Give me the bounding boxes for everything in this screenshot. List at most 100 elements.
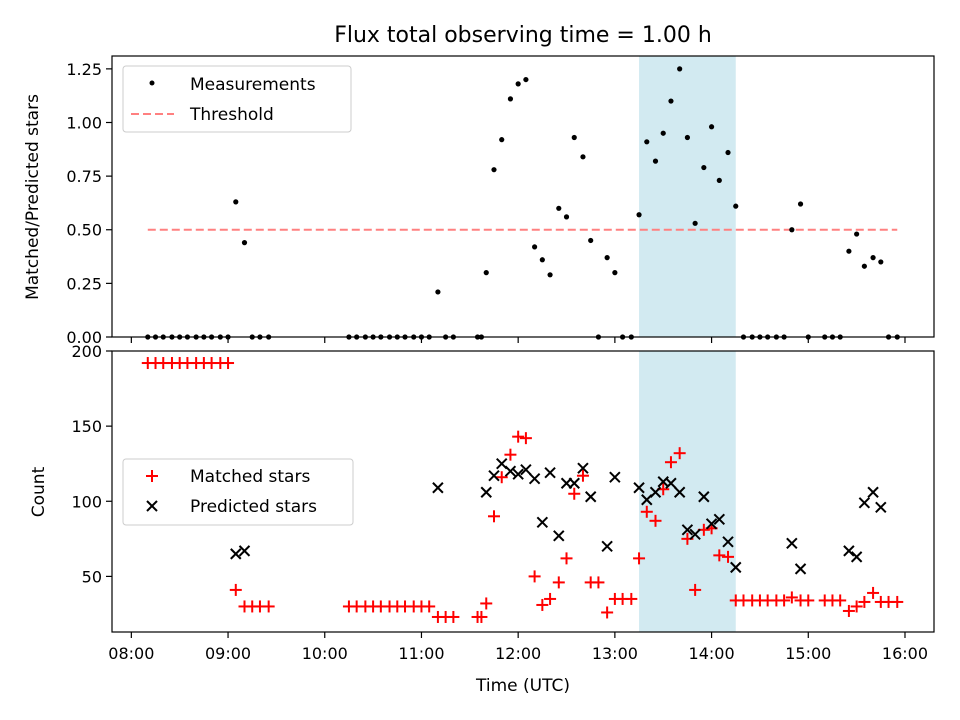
matched-star-point bbox=[504, 448, 517, 461]
measurement-point bbox=[854, 231, 860, 237]
measurement-point bbox=[684, 134, 691, 141]
matched-star-point bbox=[713, 549, 726, 562]
measurement-point bbox=[725, 149, 731, 156]
measurement-point bbox=[515, 81, 521, 87]
measurement-point bbox=[580, 154, 586, 160]
matched-star-point bbox=[262, 600, 275, 613]
x-tick-label: 13:00 bbox=[592, 644, 638, 663]
predicted-star-point bbox=[786, 537, 798, 550]
measurement-point bbox=[571, 134, 577, 141]
top-y-tick-label: 1.25 bbox=[66, 60, 102, 79]
predicted-star-point bbox=[794, 563, 807, 575]
measurement-point bbox=[612, 270, 618, 276]
matched-star-point bbox=[891, 595, 904, 608]
matched-star-point bbox=[229, 583, 242, 596]
predicted-star-point bbox=[698, 491, 710, 503]
measurement-point bbox=[499, 137, 505, 143]
measurement-point bbox=[435, 289, 441, 295]
top-axes-frame bbox=[111, 55, 935, 338]
top-legend: Measurements Threshold bbox=[122, 65, 352, 133]
legend-predicted-label: Predicted stars bbox=[190, 497, 317, 517]
measurement-point bbox=[789, 227, 795, 233]
matched-star-point bbox=[222, 357, 235, 370]
x-tick-label: 10:00 bbox=[302, 644, 348, 663]
predicted-star-point bbox=[528, 473, 541, 485]
predicted-star-point bbox=[536, 516, 549, 529]
measurement-point bbox=[604, 255, 610, 261]
measurement-point bbox=[636, 212, 642, 218]
top-y-tick-label: 1.00 bbox=[66, 113, 102, 132]
top-y-axis-label: Matched/Predicted stars bbox=[23, 94, 43, 300]
predicted-star-point bbox=[730, 561, 742, 574]
measurement-point bbox=[861, 263, 867, 269]
bottom-y-tick-label: 150 bbox=[71, 417, 102, 436]
matched-star-point bbox=[640, 505, 653, 518]
predicted-star-point bbox=[584, 491, 597, 503]
top-y-tick-label: 0.00 bbox=[66, 328, 102, 347]
matched-star-point bbox=[850, 600, 863, 613]
bottom-x-ticks: 08:00 09:00 10:00 11:00 12:00 13:00 14:00 15:00… bbox=[108, 632, 928, 663]
matched-star-point bbox=[722, 550, 735, 563]
matched-star-point bbox=[423, 600, 436, 613]
measurement-point bbox=[547, 272, 553, 278]
top-highlight-span bbox=[639, 56, 736, 337]
measurement-point bbox=[523, 76, 529, 83]
predicted-star-point bbox=[689, 528, 701, 541]
measurement-point bbox=[668, 98, 674, 104]
predicted-star-point bbox=[553, 530, 565, 542]
predicted-star-point bbox=[713, 513, 726, 526]
matched-star-point bbox=[560, 552, 573, 565]
measurement-point bbox=[660, 130, 666, 136]
predicted-star-point bbox=[512, 468, 524, 480]
bottom-legend-box bbox=[122, 458, 354, 526]
top-panel: 0.00 0.25 0.50 0.75 1.00 1.25 Matched/Predict… bbox=[23, 55, 935, 347]
measurement-point bbox=[846, 248, 852, 254]
top-y-tick-label: 0.50 bbox=[66, 221, 102, 240]
matched-star-point bbox=[495, 471, 508, 484]
legend-matched-marker bbox=[146, 470, 158, 482]
matched-star-point bbox=[447, 610, 460, 623]
predicted-star-point bbox=[568, 477, 580, 489]
measurement-point bbox=[797, 201, 804, 207]
matched-star-point bbox=[475, 610, 488, 623]
measurement-point bbox=[652, 158, 659, 164]
top-y-ticks: 0.00 0.25 0.50 0.75 1.00 1.25 bbox=[66, 60, 112, 347]
predicted-star-point bbox=[504, 465, 517, 477]
measurement-point bbox=[241, 240, 248, 246]
legend-measurements-marker bbox=[149, 80, 155, 86]
predicted-star-point bbox=[843, 545, 855, 557]
matched-star-point bbox=[778, 594, 791, 607]
matched-star-point bbox=[512, 430, 525, 443]
matched-star-point bbox=[673, 447, 686, 460]
measurement-point bbox=[716, 177, 722, 184]
predicted-star-point bbox=[858, 497, 871, 509]
predicted-star-point bbox=[238, 545, 251, 557]
predicted-star-point bbox=[633, 482, 645, 494]
predicted-star-point bbox=[665, 477, 677, 489]
matched-star-point bbox=[649, 514, 662, 527]
matched-star-point bbox=[592, 576, 605, 589]
matched-star-point bbox=[689, 583, 702, 596]
top-x-ticks bbox=[130, 337, 906, 343]
predicted-star-point bbox=[609, 471, 621, 483]
predicted-star-points bbox=[230, 457, 887, 575]
matched-star-point bbox=[802, 594, 815, 607]
x-tick-label: 14:00 bbox=[689, 644, 735, 663]
predicted-star-point bbox=[722, 536, 734, 548]
bottom-y-ticks: 50 100 150 200 bbox=[71, 342, 112, 586]
measurement-point bbox=[588, 237, 594, 244]
top-y-tick-label: 0.75 bbox=[66, 167, 102, 186]
matched-star-point bbox=[842, 604, 855, 617]
top-legend-box bbox=[122, 65, 352, 133]
matched-star-point bbox=[528, 570, 541, 583]
measurement-point bbox=[233, 199, 239, 205]
measurement-point bbox=[692, 220, 698, 226]
measurement-point bbox=[483, 270, 489, 276]
matched-star-point bbox=[544, 592, 557, 605]
matched-star-point bbox=[601, 606, 614, 619]
matched-star-points bbox=[141, 357, 904, 623]
measurement-point bbox=[539, 257, 545, 263]
measurement-point bbox=[563, 214, 570, 220]
matched-star-point bbox=[858, 595, 871, 608]
matched-star-point bbox=[568, 487, 581, 500]
